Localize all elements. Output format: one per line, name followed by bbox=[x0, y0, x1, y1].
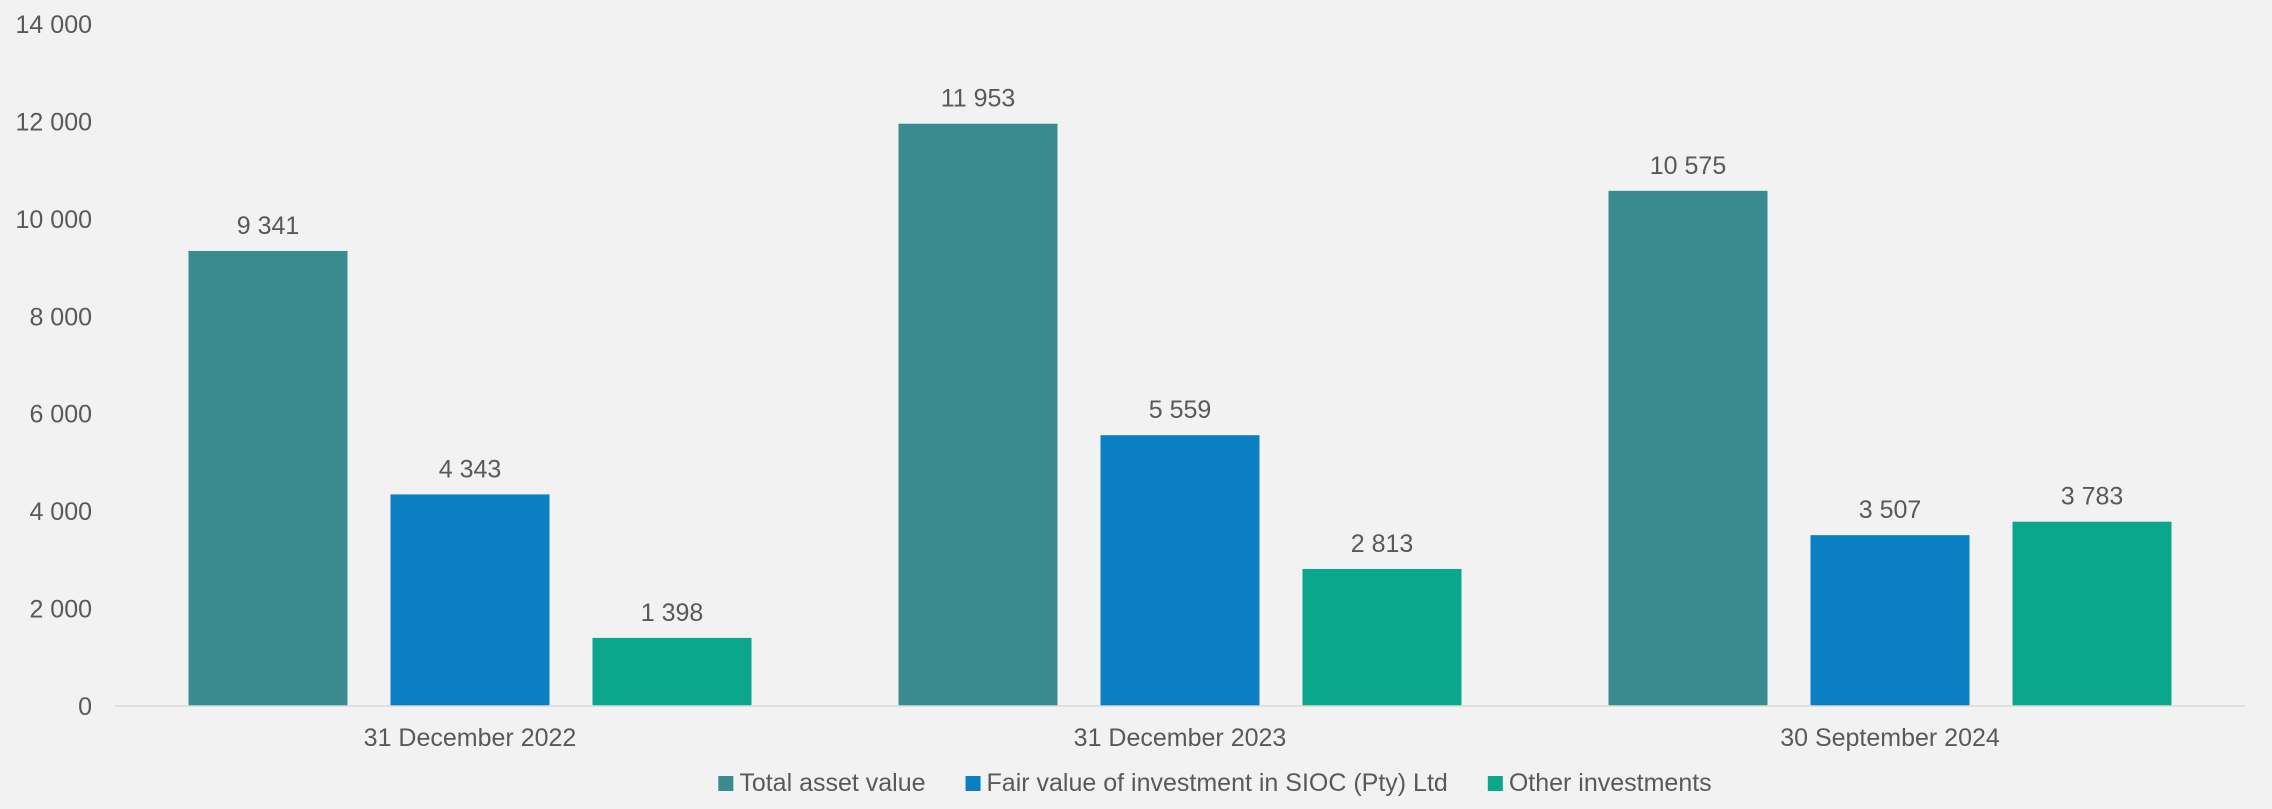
y-tick-label: 2 000 bbox=[29, 596, 92, 624]
y-axis: 0 2 000 4 000 6 000 8 000 10 000 12 000 14 000 bbox=[16, 11, 92, 721]
bar bbox=[1810, 535, 1970, 706]
y-tick-label: 8 000 bbox=[29, 303, 92, 331]
bar bbox=[188, 250, 348, 707]
legend-swatch bbox=[718, 776, 734, 791]
legend-label: Total asset value bbox=[739, 769, 925, 797]
y-tick-label: 4 000 bbox=[29, 498, 92, 526]
data-label: 4 343 bbox=[439, 455, 502, 483]
legend-swatch bbox=[1487, 776, 1503, 791]
x-tick-label: 30 September 2024 bbox=[1780, 724, 2000, 752]
data-label: 2 813 bbox=[1351, 530, 1414, 558]
legend-label: Other investments bbox=[1509, 769, 1712, 797]
bar-group bbox=[188, 123, 2172, 707]
legend-swatch bbox=[965, 776, 981, 791]
y-tick-label: 10 000 bbox=[16, 206, 92, 234]
bar bbox=[390, 494, 550, 706]
x-tick-label: 31 December 2023 bbox=[1074, 724, 1287, 752]
bar bbox=[1100, 435, 1260, 706]
legend-label: Fair value of investment in SIOC (Pty) L… bbox=[987, 769, 1448, 797]
data-label: 11 953 bbox=[941, 85, 1016, 113]
legend: Total asset value Fair value of investmen… bbox=[718, 769, 1712, 797]
data-label: 10 575 bbox=[1650, 152, 1726, 180]
bar bbox=[1302, 568, 1462, 706]
data-label: 9 341 bbox=[237, 212, 300, 240]
data-label: 3 507 bbox=[1859, 496, 1922, 524]
legend-item: Fair value of investment in SIOC (Pty) L… bbox=[965, 769, 1448, 797]
y-tick-label: 12 000 bbox=[16, 108, 92, 136]
bar bbox=[898, 123, 1058, 706]
bar bbox=[1608, 190, 1768, 706]
data-labels: 9 341 4 343 1 398 11 953 5 559 2 813 10 575 3 5… bbox=[237, 85, 2124, 627]
y-tick-label: 0 bbox=[78, 693, 92, 721]
y-tick-label: 6 000 bbox=[29, 401, 92, 429]
x-tick-label: 31 December 2022 bbox=[364, 724, 577, 752]
data-label: 1 398 bbox=[641, 599, 704, 627]
data-label: 5 559 bbox=[1149, 396, 1212, 424]
legend-item: Other investments bbox=[1487, 769, 1712, 797]
y-tick-label: 14 000 bbox=[16, 11, 92, 39]
bar bbox=[592, 637, 752, 706]
data-label: 3 783 bbox=[2061, 483, 2124, 511]
x-axis: 31 December 2022 31 December 2023 30 Septe… bbox=[364, 724, 2000, 752]
legend-item: Total asset value bbox=[718, 769, 926, 797]
bar bbox=[2012, 521, 2172, 706]
